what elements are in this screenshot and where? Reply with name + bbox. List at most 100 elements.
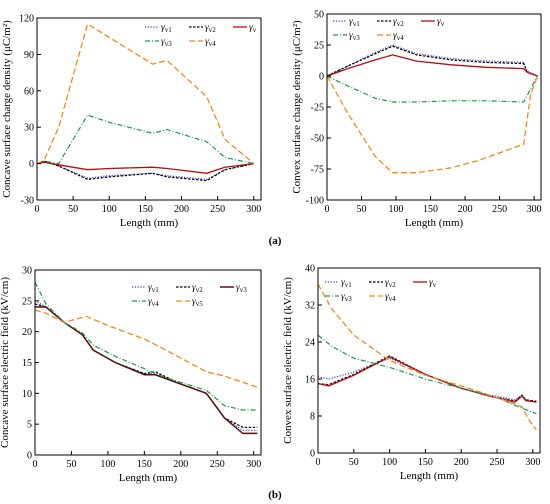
x-tick-label: 50 <box>66 459 76 470</box>
y-axis-label: Concave surface charge density (μC/m²) <box>1 20 13 198</box>
series-line-v1 <box>36 160 254 181</box>
series-line-v5 <box>34 309 258 388</box>
x-tick-label: 250 <box>490 457 505 468</box>
chart-convex-electric-field: 0 50 100 150 200 250 300 0 8 16 24 32 40 Length (mm) C… <box>282 264 541 482</box>
series-line-v2 <box>34 303 258 428</box>
x-tick-label: 150 <box>137 459 152 470</box>
series-line-v <box>36 161 254 174</box>
x-tick-label: 0 <box>316 457 321 468</box>
series-line-v3 <box>317 334 537 415</box>
y-axis-label: Convex surface charge density (μC/m²) <box>291 20 303 194</box>
series-line-v1 <box>34 300 258 431</box>
series-line-v3 <box>35 306 258 435</box>
legend-entry-v3: γv3 <box>236 283 247 294</box>
y-tick-label: 30 <box>22 266 32 277</box>
y-tick-label: 0 <box>27 451 32 462</box>
x-tick-label: 200 <box>173 459 188 470</box>
y-tick-label: 25 <box>22 296 32 307</box>
y-tick-label: -25 <box>311 103 324 114</box>
y-tick-label: 90 <box>24 50 34 61</box>
x-tick-label: 0 <box>35 204 40 215</box>
series-line-v4 <box>317 283 537 431</box>
x-tick-label: 250 <box>210 204 225 215</box>
legend-entry-v2: γv2 <box>393 17 404 28</box>
x-tick-label: 150 <box>138 204 153 215</box>
y-tick-label: 15 <box>22 358 32 369</box>
legend-entry-v4: γv4 <box>148 297 159 308</box>
y-tick-label: -30 <box>21 196 34 207</box>
legend-entry-v5: γv5 <box>192 297 203 308</box>
x-axis-label: Length (mm) <box>119 472 178 484</box>
x-tick-label: 100 <box>102 204 117 215</box>
x-tick-label: 100 <box>100 459 115 470</box>
y-tick-label: 0 <box>319 72 324 83</box>
x-tick-label: 50 <box>68 204 78 215</box>
y-tick-label: 8 <box>310 412 315 423</box>
y-tick-label: 60 <box>24 86 34 97</box>
series-line-v4 <box>34 282 258 411</box>
x-axis-label: Length (mm) <box>405 217 464 229</box>
series-line-v3 <box>36 114 254 165</box>
series-line-v2 <box>36 160 254 182</box>
x-tick-label: 200 <box>454 457 469 468</box>
series-line-v3 <box>326 75 539 103</box>
x-axis-label: Length (mm) <box>400 470 459 482</box>
x-tick-label: 250 <box>492 204 507 215</box>
legend-entry-v: γv <box>437 17 445 28</box>
y-tick-label: 32 <box>305 301 315 312</box>
x-tick-label: 50 <box>357 204 367 215</box>
y-tick-label: -50 <box>311 134 324 145</box>
y-tick-label: -75 <box>311 165 324 176</box>
plot-frame <box>317 267 541 454</box>
legend-entry-v4: γv4 <box>205 37 216 48</box>
y-tick-label: 30 <box>24 123 34 134</box>
y-axis-label: Concave surface electric field (kV/cm) <box>0 277 11 448</box>
y-tick-label: 24 <box>305 338 315 349</box>
legend-entry-v1: γv1 <box>161 23 172 34</box>
series-line-v4 <box>36 23 255 165</box>
series-line-v2 <box>326 45 538 77</box>
x-tick-label: 50 <box>349 457 359 468</box>
legend-entry-v1: γv1 <box>349 17 360 28</box>
x-tick-label: 300 <box>246 459 261 470</box>
x-tick-label: 100 <box>382 457 397 468</box>
x-tick-label: 300 <box>527 204 542 215</box>
legend-entry-v1: γv1 <box>341 278 352 289</box>
y-tick-label: 50 <box>314 10 324 21</box>
plot-frame <box>36 17 262 201</box>
legend-entry-v2: γv2 <box>205 23 216 34</box>
x-tick-label: 300 <box>525 457 540 468</box>
x-tick-label: 150 <box>423 204 438 215</box>
x-tick-label: 200 <box>458 204 473 215</box>
y-tick-label: 10 <box>22 389 32 400</box>
chart-concave-electric-field: 0 50 100 150 200 250 300 0 5 10 15 20 25 30 Length (mm… <box>0 266 262 484</box>
y-tick-label: 0 <box>310 449 315 460</box>
x-tick-label: 0 <box>33 459 38 470</box>
y-tick-label: -100 <box>306 196 324 207</box>
chart-convex-charge-density: 0 50 100 150 200 250 300 -100 -75 -50 -25 0 25 50 Leng… <box>291 10 542 230</box>
legend-entry-v2: γv2 <box>385 278 396 289</box>
series-line-v2 <box>317 355 537 402</box>
series-line-v4 <box>326 75 539 174</box>
legend-entry-v1: γv1 <box>148 283 159 294</box>
x-axis-label: Length (mm) <box>120 217 179 229</box>
y-tick-label: 5 <box>27 420 32 431</box>
legend-entry-v3: γv3 <box>161 37 172 48</box>
panel-label-b: (b) <box>268 489 282 501</box>
x-tick-label: 250 <box>210 459 225 470</box>
y-tick-label: 120 <box>19 14 34 25</box>
panel-label-a: (a) <box>269 235 282 247</box>
legend-entry-v: γv <box>429 278 437 289</box>
legend-entry-v2: γv2 <box>192 283 203 294</box>
series-line-v <box>317 356 537 403</box>
x-tick-label: 0 <box>325 204 330 215</box>
y-tick-label: 0 <box>29 159 34 170</box>
legend-entry-v3: γv3 <box>341 292 352 303</box>
legend-entry-v3: γv3 <box>349 31 360 42</box>
y-tick-label: 20 <box>22 327 32 338</box>
series-line-v <box>326 54 538 77</box>
x-tick-label: 300 <box>246 204 261 215</box>
x-tick-label: 100 <box>389 204 404 215</box>
